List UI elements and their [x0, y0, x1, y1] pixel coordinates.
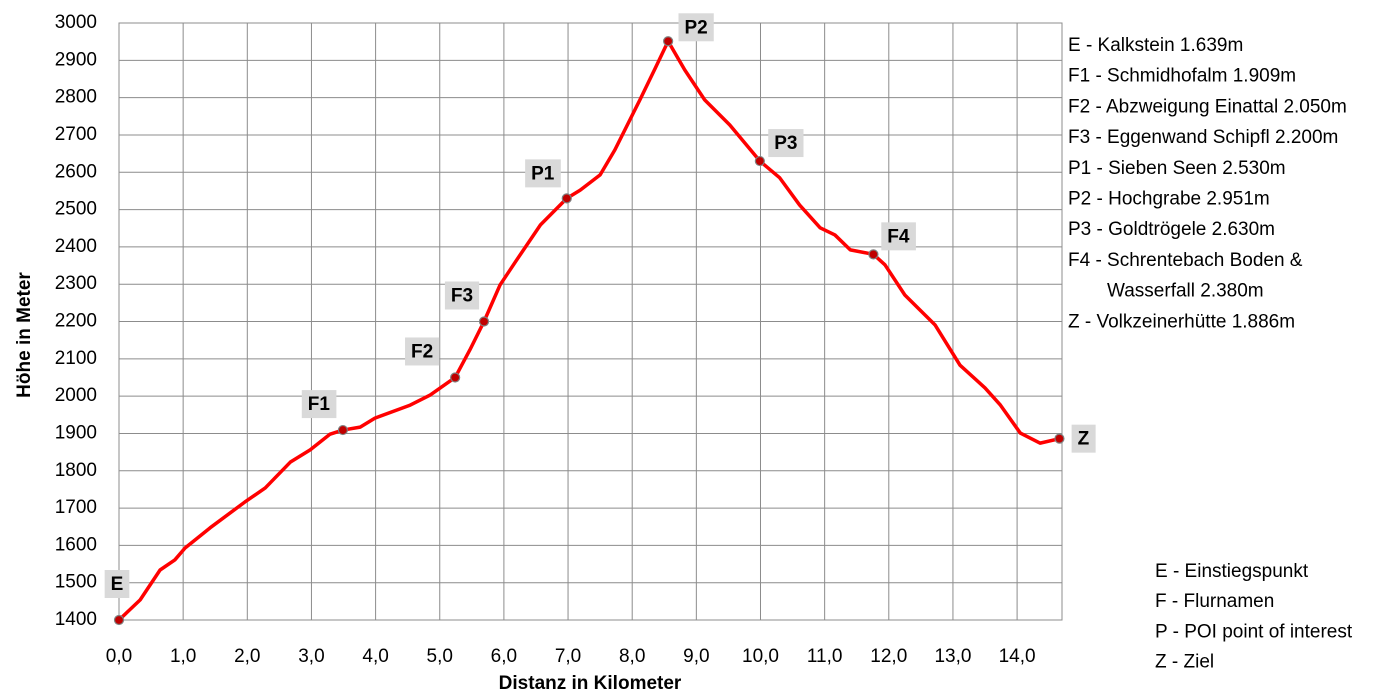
key-line: F - Flurnamen	[1155, 591, 1274, 612]
y-tick-label: 1800	[55, 460, 97, 481]
marker	[337, 424, 348, 436]
y-tick-label: 2100	[55, 348, 97, 369]
x-tick-label: 12,0	[870, 646, 907, 667]
marker-label-box	[525, 159, 561, 188]
marker	[868, 249, 879, 260]
y-tick-label: 2200	[55, 311, 97, 332]
marker	[113, 614, 125, 626]
marker-label-group: F1	[301, 390, 337, 419]
note-line: P3 - Goldtrögele 2.630m	[1068, 219, 1275, 240]
marker-label-group: F4	[881, 222, 916, 251]
y-tick-label: 2500	[55, 199, 97, 220]
marker-label-group: P3	[768, 129, 804, 158]
note-line: F3 - Eggenwand Schipfl 2.200m	[1068, 127, 1338, 148]
marker-label-group: Z	[1071, 424, 1096, 453]
y-tick-label: 2800	[55, 87, 97, 108]
x-tick-label: 5,0	[427, 646, 453, 667]
y-tick-label: 3000	[55, 12, 97, 33]
marker-label-box	[405, 337, 440, 366]
x-tick-label: 10,0	[742, 646, 779, 667]
marker-label-box	[104, 570, 130, 598]
x-tick-label: 0,0	[106, 646, 132, 667]
y-tick-label: 2600	[55, 161, 97, 182]
marker-label-group: E	[104, 570, 130, 598]
x-tick-label: 13,0	[934, 646, 971, 667]
key-line: E - Einstiegspunkt	[1155, 561, 1309, 582]
note-line: F4 - Schrentebach Boden &	[1068, 250, 1303, 271]
x-axis-title: Distanz in Kilometer	[499, 673, 682, 694]
marker-label: F3	[451, 286, 473, 307]
key-line: P - POI point of interest	[1155, 621, 1353, 642]
y-tick-label: 2300	[55, 273, 97, 294]
note-line: P1 - Sieben Seen 2.530m	[1068, 158, 1286, 179]
marker-label-group: F3	[444, 281, 480, 310]
x-tick-label: 8,0	[619, 646, 645, 667]
marker-label-box	[301, 390, 337, 419]
marker	[478, 316, 490, 327]
marker-label: F4	[887, 226, 910, 247]
note-line: Z - Volkzeinerhütte 1.886m	[1068, 311, 1295, 332]
y-tick-label: 1600	[55, 534, 97, 555]
marker-label-box	[444, 281, 480, 310]
note-line: F2 - Abzweigung Einattal 2.050m	[1068, 96, 1347, 117]
x-tick-label: 4,0	[362, 646, 388, 667]
x-tick-label: 3,0	[298, 646, 324, 667]
x-tick-label: 9,0	[683, 646, 709, 667]
x-tick-label: 2,0	[234, 646, 260, 667]
marker	[1054, 433, 1065, 444]
marker-label-group: P1	[525, 159, 561, 188]
elevation-line	[117, 39, 1060, 622]
marker-label: P1	[531, 163, 555, 184]
marker-label: Z	[1078, 429, 1090, 450]
marker-label: F2	[411, 341, 433, 362]
marker-label-box	[678, 13, 714, 42]
marker-label: F1	[308, 394, 331, 415]
x-tick-label: 1,0	[170, 646, 196, 667]
y-tick-label: 1700	[55, 497, 97, 518]
y-tick-label: 2000	[55, 385, 97, 406]
marker-label-box	[881, 222, 916, 251]
marker-label-group: F2	[405, 337, 440, 366]
marker-label-box	[768, 129, 804, 158]
marker	[754, 155, 765, 167]
marker-label: P3	[774, 133, 797, 154]
y-tick-label: 2900	[55, 49, 97, 70]
note-line: E - Kalkstein 1.639m	[1068, 35, 1243, 56]
x-tick-label: 6,0	[491, 646, 517, 667]
key-line: Z - Ziel	[1155, 652, 1214, 673]
marker-label: E	[111, 574, 124, 595]
y-tick-label: 2700	[55, 124, 97, 145]
plot-border	[118, 22, 1063, 621]
x-tick-label: 7,0	[555, 646, 581, 667]
y-tick-label: 1500	[55, 572, 97, 593]
note-line: F1 - Schmidhofalm 1.909m	[1068, 66, 1296, 87]
y-axis-title: Höhe in Meter	[14, 272, 35, 398]
marker-label: P2	[684, 17, 707, 38]
marker	[561, 193, 572, 204]
marker-label-box	[1071, 424, 1096, 453]
x-tick-label: 14,0	[999, 646, 1036, 667]
y-tick-label: 1900	[55, 422, 97, 443]
marker	[450, 372, 461, 383]
y-tick-label: 2400	[55, 236, 97, 257]
marker-label-group: P2	[678, 13, 714, 42]
y-tick-label: 1400	[55, 609, 97, 630]
marker	[663, 36, 674, 47]
note-line: P2 - Hochgrabe 2.951m	[1068, 189, 1270, 210]
x-tick-label: 11,0	[807, 646, 843, 667]
note-line: Wasserfall 2.380m	[1107, 281, 1264, 302]
